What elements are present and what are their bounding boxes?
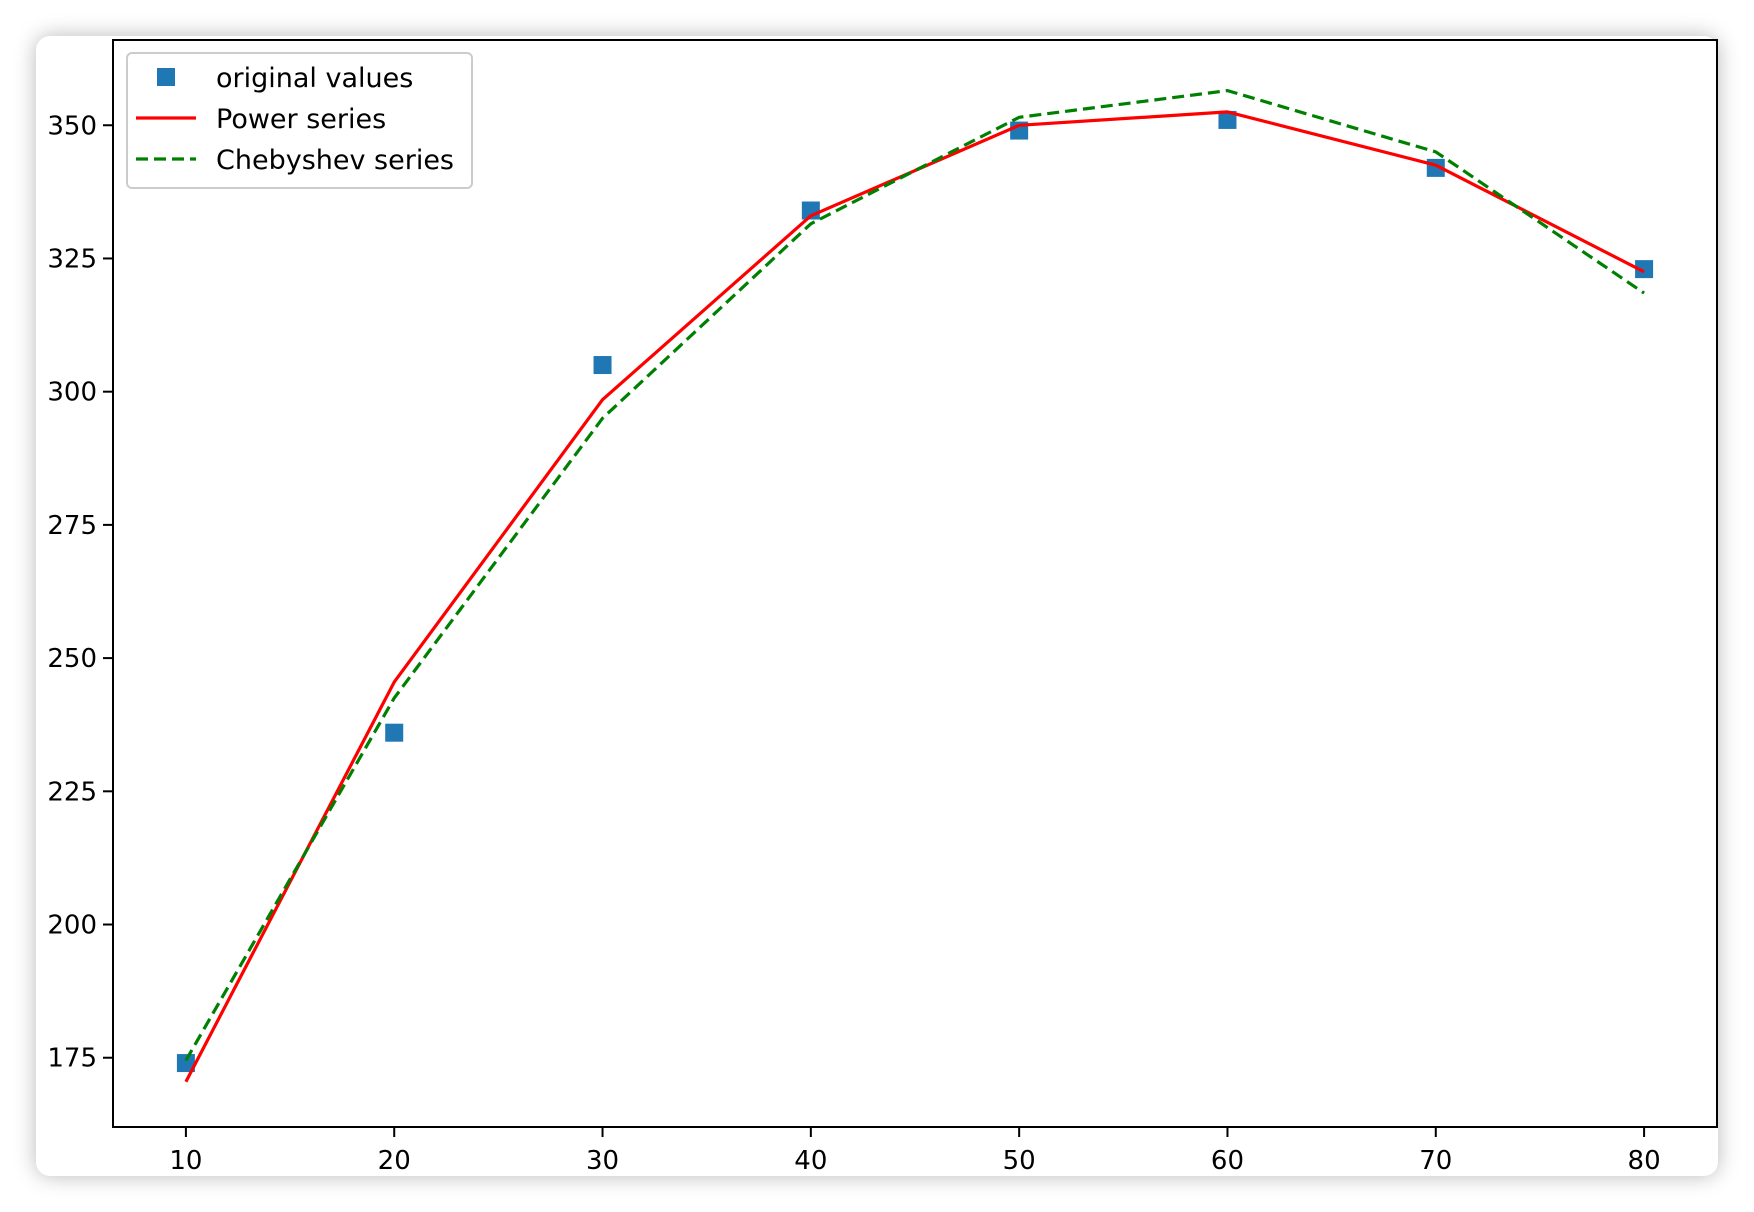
figure-card (36, 36, 1718, 1176)
series-line (184, 110, 1645, 1083)
x-tick-label: 10 (169, 1146, 202, 1176)
legend-box (126, 52, 473, 189)
legend-item: Chebyshev series (136, 145, 454, 176)
data-point-marker (1218, 110, 1237, 129)
y-tick-label: 275 (47, 511, 97, 541)
legend-item: original values (157, 63, 413, 94)
x-tick-label: 40 (794, 1146, 827, 1176)
legend-item: Power series (136, 104, 386, 135)
data-point-marker (385, 723, 404, 742)
x-axis-ticks: 10 20 30 40 50 60 70 80 (169, 1127, 1661, 1176)
x-tick-label: 80 (1628, 1146, 1661, 1176)
legend-marker (157, 68, 175, 86)
x-tick-label: 70 (1419, 1146, 1452, 1176)
y-axis-ticks: 175 200 225 250 275 300 325 350 (47, 111, 113, 1074)
y-tick-label: 300 (47, 378, 97, 408)
y-tick-label: 175 (47, 1044, 97, 1074)
y-tick-label: 225 (47, 777, 97, 807)
legend: original values Power series Chebyshev ser… (126, 52, 473, 189)
x-tick-label: 60 (1211, 1146, 1244, 1176)
data-point-marker (593, 356, 612, 375)
series-2 (184, 88, 1645, 1062)
series-0 (176, 110, 1654, 1073)
x-tick-label: 50 (1003, 1146, 1036, 1176)
x-tick-label: 20 (378, 1146, 411, 1176)
y-tick-label: 325 (47, 244, 97, 274)
series-line (184, 88, 1645, 1062)
legend-label: Power series (216, 104, 386, 135)
y-tick-label: 200 (47, 911, 97, 941)
y-tick-label: 350 (47, 111, 97, 141)
legend-label: Chebyshev series (216, 145, 454, 176)
axes-frame (112, 39, 1718, 1128)
legend-label: original values (216, 63, 413, 94)
x-tick-label: 30 (586, 1146, 619, 1176)
y-tick-label: 250 (47, 644, 97, 674)
data-point-marker (176, 1054, 195, 1073)
series-1 (184, 110, 1645, 1083)
plot-series (176, 88, 1654, 1083)
data-point-marker (1635, 260, 1654, 279)
